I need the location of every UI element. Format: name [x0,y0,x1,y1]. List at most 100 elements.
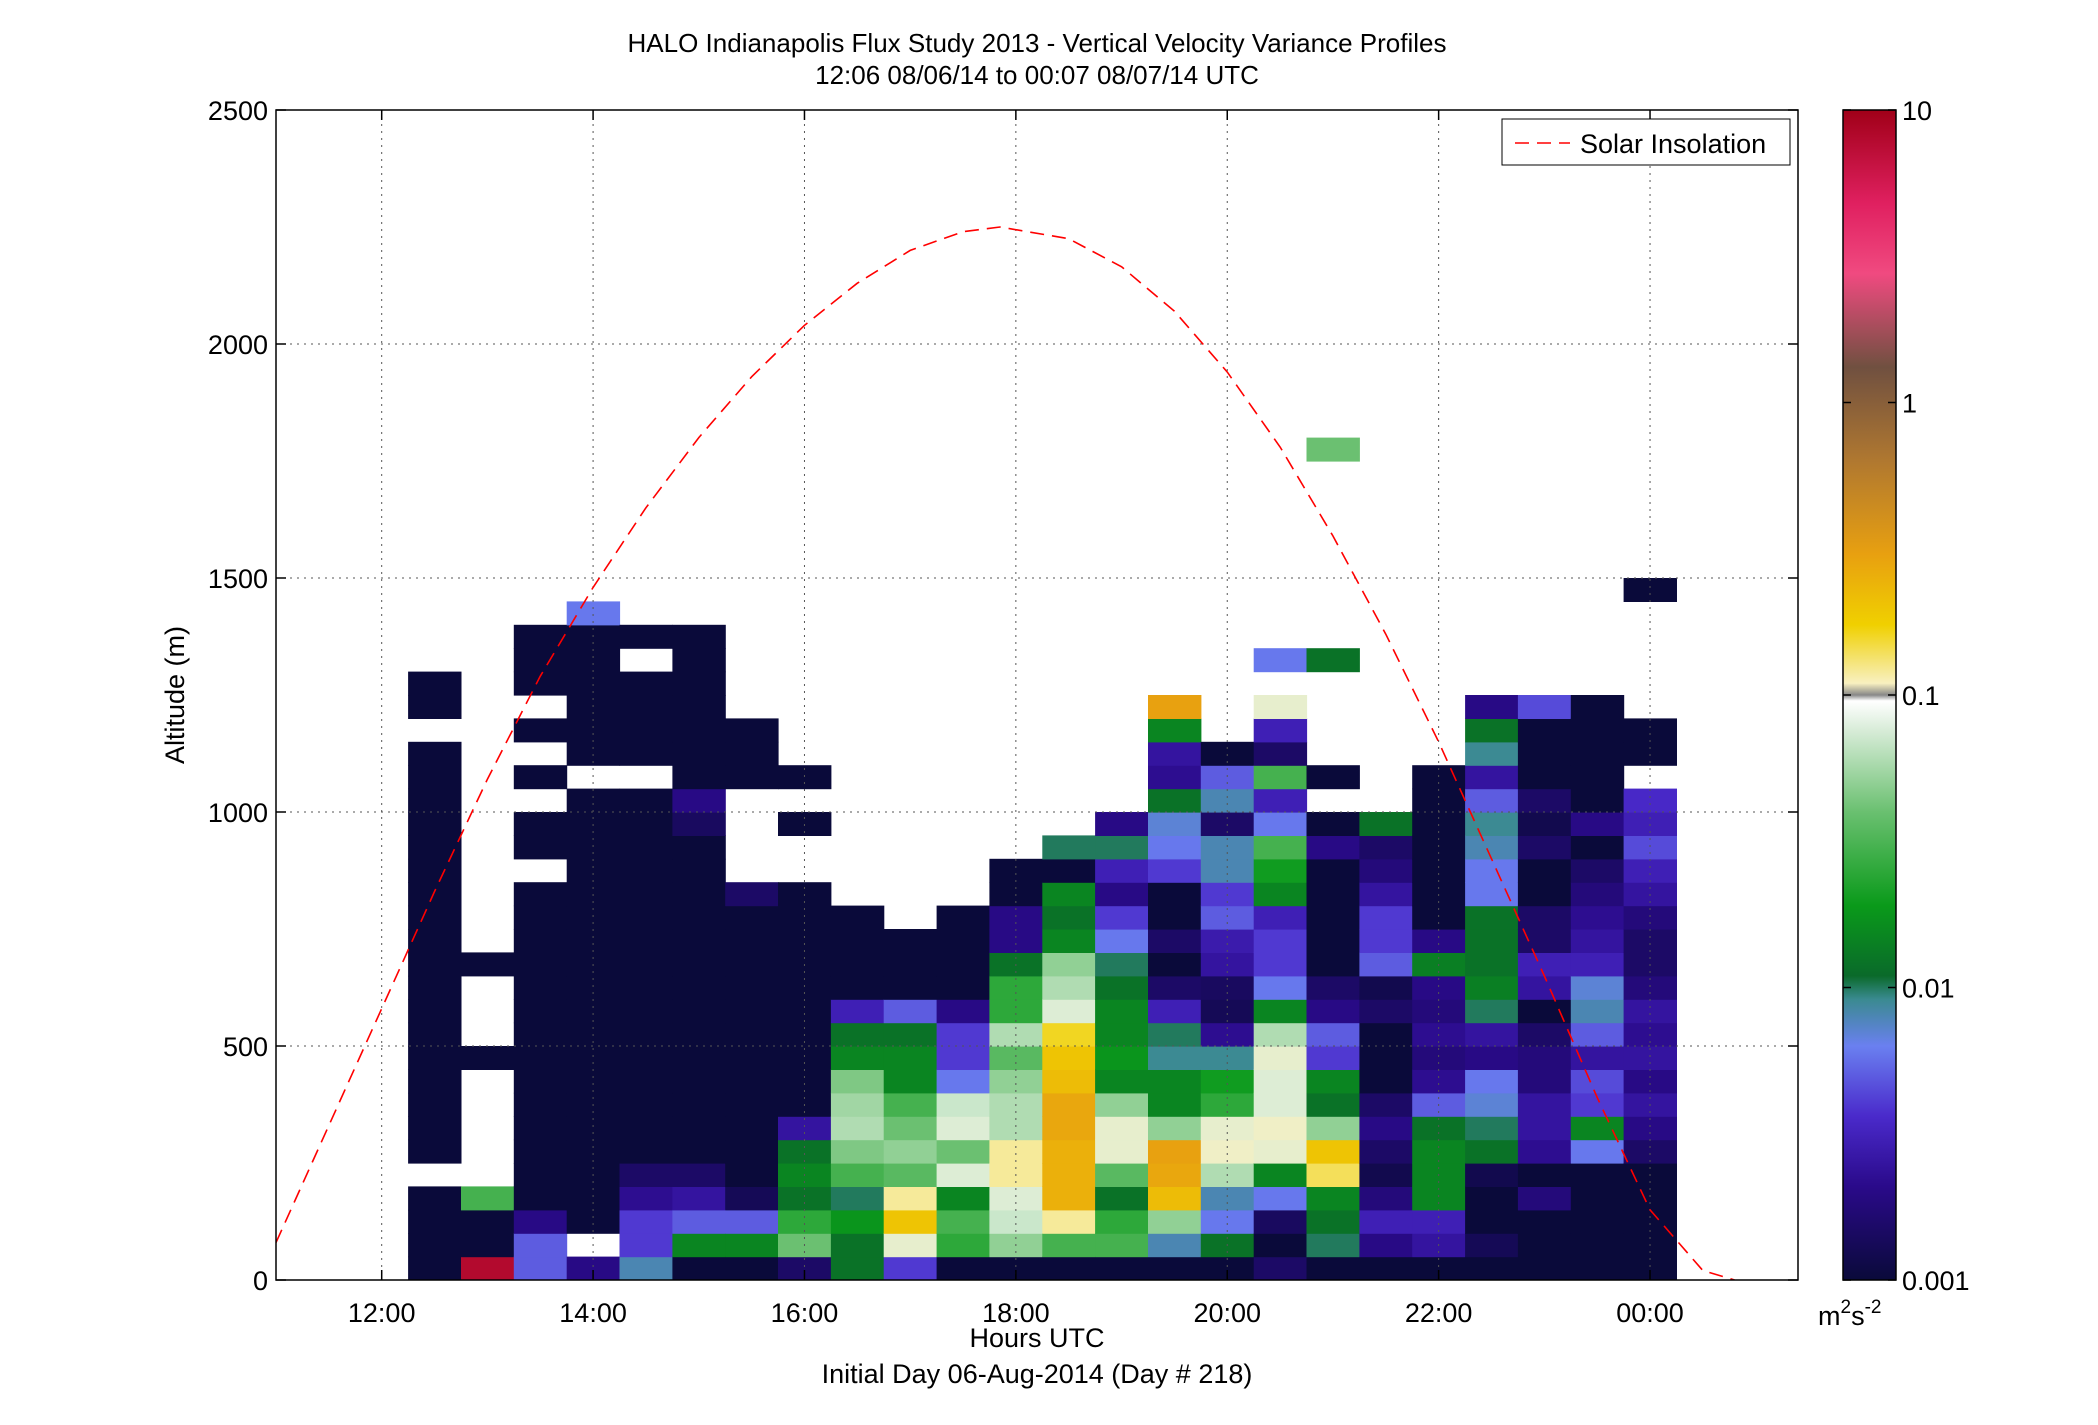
heatmap-cell [513,1256,568,1280]
heatmap-cell [1623,1139,1677,1164]
heatmap-cell [1306,437,1360,462]
heatmap-cell [1412,1186,1466,1211]
heatmap-cell [1148,1233,1202,1258]
heatmap-cell [1465,1022,1519,1047]
heatmap-cell [830,1163,885,1187]
x-tick-label: 00:00 [1616,1298,1684,1328]
heatmap-cell [1095,1046,1149,1070]
heatmap-cell [1042,1046,1096,1070]
heatmap-cell [883,1186,938,1211]
heatmap-cell [778,929,832,953]
heatmap-cell [619,695,673,719]
heatmap-cell [1570,905,1625,930]
heatmap-cell [1570,812,1625,836]
heatmap-cell [1517,952,1572,977]
heatmap-cell [936,1116,990,1141]
heatmap-cell [883,1069,938,1094]
heatmap-cell [1306,882,1360,907]
heatmap-cell [566,1256,621,1280]
x-tick-label: 14:00 [559,1298,627,1328]
heatmap-cell [408,788,462,813]
heatmap-cell [513,1092,568,1117]
heatmap-cell [1095,812,1149,836]
heatmap-cell [1465,1163,1519,1187]
heatmap-cell [778,1209,832,1234]
heatmap-cell [1148,718,1202,743]
x-tick-label: 16:00 [771,1298,839,1328]
heatmap-cell [883,975,938,1000]
heatmap-cell [1306,1163,1360,1187]
heatmap-cell [1306,835,1360,860]
heatmap-cell [1465,812,1519,836]
y-tick-label: 0 [253,1266,268,1296]
heatmap-cell [619,1209,673,1234]
heatmap-cell [1253,975,1308,1000]
heatmap-cell [830,1116,885,1141]
heatmap-cell [1148,929,1202,953]
heatmap-cell [1517,1186,1572,1211]
heatmap-cell [408,882,462,907]
heatmap-cell [1570,1022,1625,1047]
heatmap-cell [1359,1116,1413,1141]
heatmap-cell [1359,1069,1413,1094]
heatmap-cell [672,858,726,883]
heatmap-cell [725,741,779,766]
heatmap-cell [1623,578,1677,602]
heatmap-cell [936,1233,990,1258]
heatmap-cell [1042,1209,1096,1234]
heatmap-cell [1517,718,1572,743]
heatmap-cell [1200,999,1255,1024]
heatmap-cell [1042,1069,1096,1094]
heatmap-cell [989,858,1043,883]
heatmap-cell [1148,999,1202,1024]
heatmap-cell [566,718,621,743]
heatmap-cell [1042,905,1096,930]
heatmap-cell [461,952,515,977]
heatmap-cell [513,835,568,860]
heatmap-cell [1253,695,1308,719]
heatmap-cell [619,671,673,696]
heatmap-cell [1465,1186,1519,1211]
x-axis-label: Hours UTC [969,1323,1104,1353]
heatmap-cell [830,975,885,1000]
heatmap-cell [1517,929,1572,953]
heatmap-cell [830,1186,885,1211]
heatmap-cell [1095,975,1149,1000]
heatmap-cell [1517,1233,1572,1258]
heatmap-cell [725,1022,779,1047]
heatmap-cell [619,929,673,953]
heatmap-cell [513,999,568,1024]
heatmap-cell [1148,1116,1202,1141]
heatmap-cell [1570,695,1625,719]
colorbar-tick-label: 0.01 [1902,974,1955,1004]
heatmap-cell [1253,882,1308,907]
heatmap-cell [1412,858,1466,883]
heatmap-cell [883,1046,938,1070]
heatmap-cell [408,1139,462,1164]
heatmap-cell [619,858,673,883]
heatmap-cell [1517,1163,1572,1187]
heatmap-cell [936,1069,990,1094]
heatmap-cell [408,1186,462,1211]
heatmap-cell [778,1256,832,1280]
heatmap-cell [1148,788,1202,813]
heatmap-cell [566,1209,621,1234]
heatmap-cell [725,1209,779,1234]
heatmap-cell [1517,695,1572,719]
heatmap-cell [1306,1022,1360,1047]
x-tick-label: 22:00 [1405,1298,1473,1328]
heatmap-cell [1465,882,1519,907]
heatmap-cell [1148,858,1202,883]
heatmap-cell [408,1116,462,1141]
heatmap-cell [461,1256,515,1280]
heatmap-cell [1200,1069,1255,1094]
heatmap-cell [1359,952,1413,977]
heatmap-cell [513,765,568,790]
heatmap-cell [672,624,726,649]
heatmap-cell [1148,1139,1202,1164]
x-tick-label: 18:00 [982,1298,1050,1328]
heatmap-cell [1306,765,1360,790]
heatmap-cell [619,718,673,743]
heatmap-cell [672,788,726,813]
